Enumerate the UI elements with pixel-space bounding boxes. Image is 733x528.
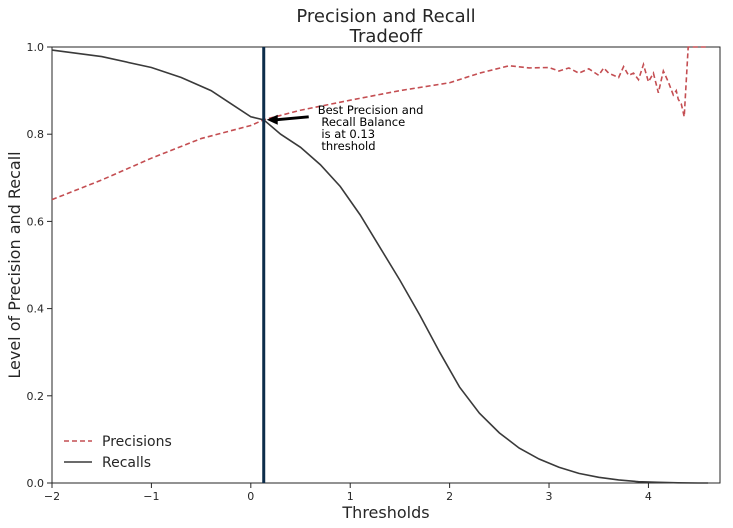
annotation: Best Precision and Recall Balance is at …: [266, 103, 424, 153]
x-tick-label: 0: [247, 490, 254, 503]
y-tick-label: 0.4: [27, 303, 45, 316]
series-line-recalls: [51, 49, 709, 484]
x-axis-ticks: −2 −1 0 1 2 3 4: [44, 483, 652, 503]
x-tick-label: 2: [446, 490, 453, 503]
x-tick-label: −2: [44, 490, 60, 503]
annotation-text: Best Precision and Recall Balance is at …: [318, 103, 424, 153]
chart-title-line-2: Tradeoff: [349, 26, 423, 47]
y-tick-label: 0.6: [27, 215, 45, 228]
annotation-arrow: [275, 115, 309, 122]
legend-label-precisions: Precisions: [102, 434, 172, 450]
annotation-arrow-head: [266, 114, 278, 125]
annotation-line: Recall Balance: [318, 115, 406, 129]
y-tick-label: 0.0: [27, 477, 45, 490]
x-tick-label: 4: [645, 490, 652, 503]
annotation-line: Best Precision and: [318, 103, 424, 117]
legend-label-recalls: Recalls: [102, 455, 151, 471]
legend: Precisions Recalls: [64, 434, 172, 471]
chart-title-line-1: Precision and Recall: [296, 6, 475, 27]
x-tick-label: 1: [347, 490, 354, 503]
x-tick-label: 3: [546, 490, 553, 503]
series-layer: [51, 46, 709, 484]
plot-area-frame: [51, 46, 721, 484]
series-line-precisions: [51, 46, 709, 201]
y-axis-label: Level of Precision and Recall: [5, 151, 24, 378]
x-axis-label: Thresholds: [341, 503, 429, 522]
y-tick-label: 1.0: [27, 41, 45, 54]
y-tick-label: 0.2: [27, 390, 45, 403]
y-axis-ticks: 0.0 0.2 0.4 0.6 0.8 1.0: [27, 41, 52, 490]
annotation-line: threshold: [318, 139, 376, 153]
annotation-line: is at 0.13: [318, 127, 375, 141]
x-tick-label: −1: [143, 490, 159, 503]
y-tick-label: 0.8: [27, 128, 45, 141]
